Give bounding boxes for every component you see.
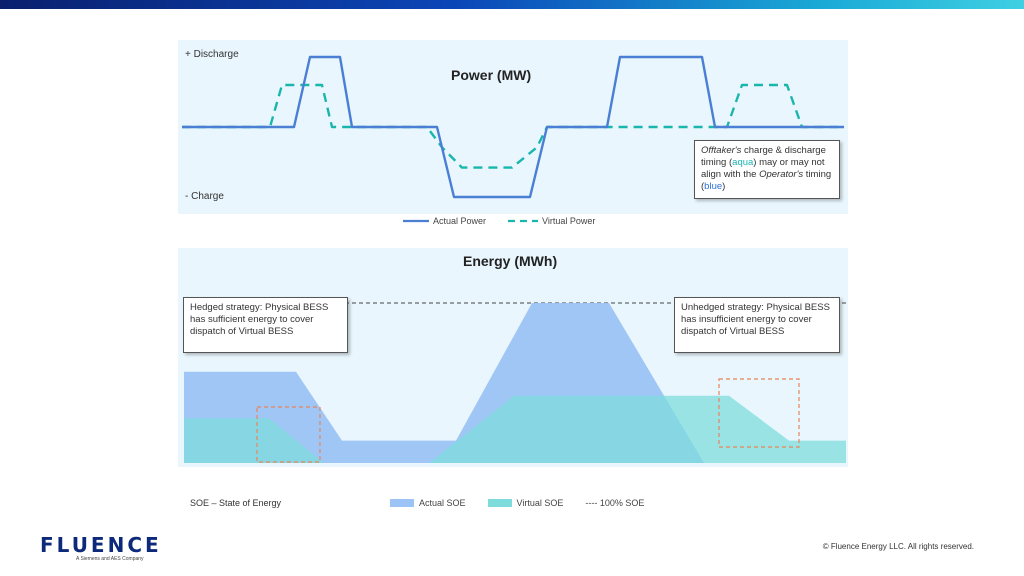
legend-virtual-power-label: Virtual Power: [542, 216, 596, 226]
legend-actual-soe-label: Actual SOE: [419, 498, 466, 508]
note-blue-word: blue: [704, 181, 723, 192]
legend-actual-power-label: Actual Power: [433, 216, 487, 226]
legend-actual-power: Actual Power: [403, 216, 486, 226]
virtual-power-swatch: [508, 219, 539, 223]
legend-virtual-power: Virtual Power: [508, 216, 595, 226]
unhedged-highlight-box: [718, 378, 800, 448]
legend-virtual-soe: Virtual SOE: [487, 498, 564, 508]
note-aqua-word: aqua: [732, 157, 754, 168]
virtual-power-line: [182, 83, 844, 169]
virtual-soe-area: [184, 395, 846, 463]
hedged-note: Hedged strategy: Physical BESS has suffi…: [183, 297, 348, 353]
energy-chart: [184, 302, 846, 463]
charge-axis-label: - Charge: [185, 191, 224, 202]
header-gradient-bar: [0, 0, 1024, 9]
power-chart-title: Power (MW): [451, 67, 532, 83]
virtual-soe-swatch: [487, 499, 512, 507]
soe-definition: SOE – State of Energy: [190, 498, 282, 508]
note-text-2: ) may or may not align with the: [701, 157, 825, 180]
actual-power-line: [182, 55, 844, 199]
power-legend: Actual Power Virtual Power: [403, 216, 617, 226]
logo-wordmark: FLUENCE: [40, 533, 162, 557]
energy-chart-title: Energy (MWh): [463, 253, 558, 269]
actual-soe-swatch: [390, 499, 414, 507]
unhedged-note: Unhedged strategy: Physical BESS has ins…: [674, 297, 840, 353]
note-text-3: timing (: [701, 169, 832, 192]
legend-full-soe: ---- 100% SOE: [585, 498, 644, 508]
legend-virtual-soe-label: Virtual SOE: [516, 498, 564, 508]
power-chart-panel: + Discharge - Charge Power (MW) Offtaker…: [178, 40, 848, 214]
discharge-axis-label: + Discharge: [185, 49, 239, 60]
energy-legend: Actual SOE Virtual SOE ---- 100% SOE: [390, 498, 666, 508]
energy-chart-panel: Energy (MWh) Hedged strategy: Physical B…: [178, 248, 848, 467]
legend-actual-soe: Actual SOE: [390, 498, 466, 508]
legend-full-soe-label: ---- 100% SOE: [585, 498, 645, 508]
timing-note: Offtaker's charge & discharge timing (aq…: [694, 140, 840, 199]
actual-soe-area: [184, 303, 846, 463]
note-operator: Operator's: [759, 169, 804, 180]
note-offtaker: Offtaker's: [701, 145, 742, 156]
fluence-logo: FLUENCE A Siemens and AES Company: [40, 533, 162, 562]
power-chart: [182, 55, 844, 199]
note-text-1: charge & discharge timing (: [701, 145, 826, 168]
logo-tagline: A Siemens and AES Company: [76, 556, 144, 562]
note-text-4: ): [722, 181, 726, 192]
hedged-highlight-box: [256, 406, 321, 463]
copyright-text: © Fluence Energy LLC. All rights reserve…: [822, 542, 974, 551]
actual-power-swatch: [403, 219, 429, 223]
